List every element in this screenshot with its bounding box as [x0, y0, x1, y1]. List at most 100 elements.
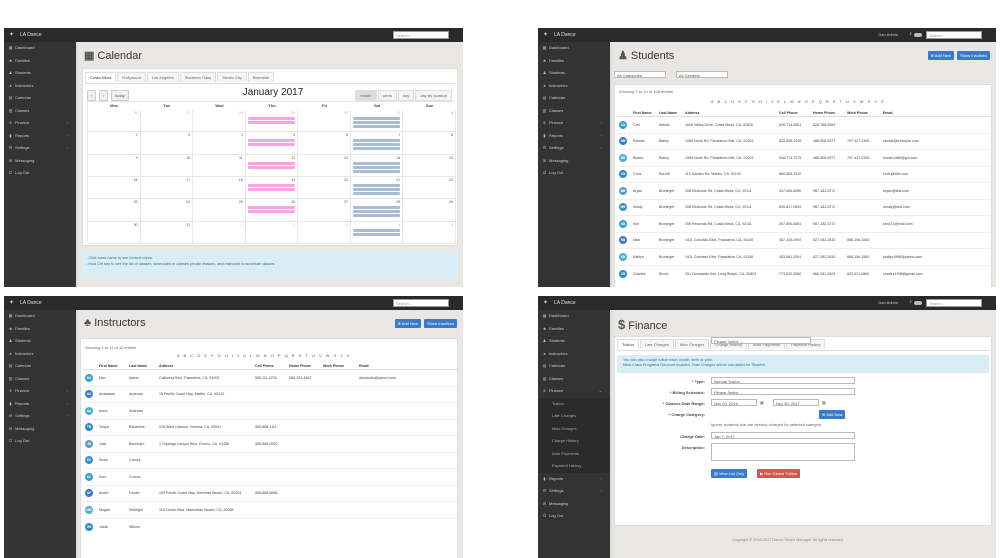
table-row[interactable]: KC Kem Cuomo [83, 468, 457, 485]
date-to-input[interactable]: Nov 30, 2017 [773, 399, 819, 406]
calendar-icon[interactable]: ▦ [822, 400, 826, 405]
class-event[interactable] [247, 121, 296, 124]
alphabet-filter[interactable]: A B C D E F G H I J K L M N O P Q R S T … [711, 99, 886, 104]
sidebar-subitem[interactable]: Payment History [538, 460, 610, 473]
class-event[interactable] [352, 192, 401, 195]
sidebar-item-settings[interactable]: ⚙ Settings ‹ [4, 410, 76, 423]
class-event[interactable] [247, 143, 296, 147]
sidebar-item-classes[interactable]: ▥ Classes [538, 373, 610, 386]
class-event[interactable] [352, 228, 401, 232]
table-row[interactable]: AA Anastasia Andrews 15 Pacific Coast Hwy, … [83, 385, 457, 403]
sidebar-item-finance[interactable]: $ Finance ‹ [538, 117, 610, 130]
sidebar-item-reports[interactable]: ▮ Reports ‹ [538, 473, 610, 486]
description-textarea[interactable] [711, 443, 855, 461]
sidebar-subitem[interactable]: Tuition [538, 397, 610, 410]
sidebar-item-instructors[interactable]: ♠ Instructors [538, 80, 610, 93]
sidebar-item-log-out[interactable]: ⏻ Log Out [538, 510, 610, 523]
view-button[interactable]: day by location [415, 90, 452, 101]
calendar-day-cell[interactable]: 1 [403, 110, 456, 133]
tab-location[interactable]: Studio City [217, 72, 247, 82]
calendar-day-cell[interactable]: 27 [140, 110, 194, 133]
view-button[interactable]: day [397, 90, 415, 101]
sidebar-item-dashboard[interactable]: ▦ Dashboard [538, 42, 610, 55]
sidebar-item-students[interactable]: ♟ Students [4, 335, 76, 348]
type-select[interactable]: Normal Tuition [711, 377, 855, 384]
sidebar-item-reports[interactable]: ▮ Reports ‹ [4, 130, 76, 143]
calendar-day-cell[interactable]: 17 [140, 177, 194, 200]
calendar-day-cell[interactable]: 24 [140, 199, 194, 222]
avatar[interactable]: MB [619, 203, 627, 212]
calendar-day-cell[interactable]: 29 [245, 110, 299, 133]
calendar-day-cell[interactable]: 4 [193, 132, 246, 155]
calendar-day-cell[interactable]: 12 [245, 154, 299, 177]
tab-location[interactable]: Los Angeles [146, 72, 179, 82]
table-row[interactable]: DA Dan Admin California Blvd, Pasadena, CA,… [83, 369, 457, 386]
today-button[interactable]: today [111, 90, 129, 101]
avatar[interactable]: CA [619, 120, 627, 129]
calendar-day-cell[interactable]: 2 [88, 132, 141, 155]
sidebar-item-log-out[interactable]: ⏻ Log Out [4, 435, 76, 448]
table-row[interactable]: KB Kim Broninger 208 Redondo Rd, Costa Mesa… [617, 215, 991, 232]
sidebar-subitem[interactable]: Auto Payments [538, 447, 610, 460]
search-input[interactable]: Search... [926, 31, 982, 39]
ignore-charged-option[interactable]: Ignore students that are already charged… [711, 422, 822, 427]
calendar-day-cell[interactable]: 1 [193, 221, 246, 244]
sidebar-item-log-out[interactable]: ⏻ Log Out [538, 167, 610, 180]
sidebar-item-families[interactable]: ♣ Families [4, 55, 76, 68]
calendar-day-cell[interactable]: 29 [403, 199, 456, 222]
class-event[interactable] [247, 161, 296, 165]
avatar[interactable]: NB [619, 236, 627, 245]
table-row[interactable]: MB Mindy Broninger 208 Redondo Rd, Costa Me… [617, 198, 991, 216]
calendar-day-cell[interactable]: 10 [140, 154, 194, 177]
tab-location[interactable]: Sherman Oaks [179, 72, 217, 82]
sidebar-item-reports[interactable]: ▮ Reports ‹ [538, 130, 610, 143]
class-event[interactable] [247, 188, 296, 191]
class-event[interactable] [352, 139, 401, 143]
calendar-day-cell[interactable]: 26 [245, 199, 299, 222]
table-row[interactable]: CB Chris Bertoff 113 Garden Rd, Malibu, CA,… [617, 165, 991, 183]
sidebar-item-finance[interactable]: $ Finance ⌄ [538, 385, 610, 398]
prev-button[interactable]: ‹ [87, 90, 97, 101]
calendar-day-cell[interactable]: 13 [298, 154, 351, 177]
sidebar-subitem[interactable]: Late Charges [538, 410, 610, 423]
tab-location[interactable]: Hollywood [117, 72, 146, 82]
sidebar-item-families[interactable]: ♣ Families [538, 323, 610, 336]
class-event[interactable] [247, 184, 296, 187]
calendar-day-cell[interactable]: 5 [245, 132, 299, 155]
tab-finance[interactable]: Misc Charges [674, 339, 710, 349]
sidebar-item-families[interactable]: ♣ Families [538, 55, 610, 68]
class-event[interactable] [352, 232, 401, 236]
calendar-day-cell[interactable]: 26 [88, 110, 141, 133]
calendar-day-cell[interactable]: 31 [350, 110, 404, 133]
next-button[interactable]: › [99, 90, 109, 101]
sidebar-item-dashboard[interactable]: ▦ Dashboard [538, 310, 610, 323]
table-row[interactable]: AA Anna Andrews [83, 402, 457, 419]
sidebar-item-instructors[interactable]: ♠ Instructors [4, 348, 76, 361]
charge-category-select[interactable]: Please Select ... [711, 337, 811, 344]
calendar-day-cell[interactable]: 3 [140, 132, 194, 155]
calendar-day-cell[interactable]: 28 [193, 110, 246, 133]
class-event[interactable] [352, 165, 401, 169]
calendar-day-cell[interactable]: 30 [298, 110, 351, 133]
tab-finance[interactable]: Tuition [617, 339, 639, 349]
avatar[interactable]: JW [85, 522, 93, 531]
sidebar-item-finance[interactable]: $ Finance ‹ [4, 385, 76, 398]
add-new-button[interactable]: ⊕ Add New [927, 51, 954, 60]
user-menu[interactable]: Dan Admin [878, 300, 898, 305]
table-row[interactable]: BB Bryan Broninger 208 Redondo Rd, Costa Me… [617, 182, 991, 199]
tab-location[interactable]: Costa Mesa [85, 72, 117, 82]
search-input[interactable]: Search... [393, 299, 449, 307]
table-row[interactable]: JB Julie Bonnham 1 Topanga Canyon Blvd, Enc… [83, 435, 457, 452]
calendar-day-cell[interactable]: 6 [298, 132, 351, 155]
sidebar-item-classes[interactable]: ▥ Classes [4, 373, 76, 386]
alphabet-filter[interactable]: A B C D E F G H I J K L M N O P Q R S T … [177, 353, 352, 358]
class-event[interactable] [247, 210, 296, 214]
table-row[interactable]: JW Justin Wilson [83, 517, 457, 535]
avatar[interactable]: JB [85, 439, 93, 448]
tab-finance[interactable]: Late Charges [639, 339, 674, 349]
table-row[interactable]: RB Randal Bailey 1555 North Rd, Pasadena Hi… [617, 132, 991, 150]
sidebar-item-messaging[interactable]: ✉ Messaging [4, 423, 76, 436]
table-row[interactable]: MM Megan Midnight 118 Ocean Blvd, Manhattan… [83, 501, 457, 518]
sidebar-item-students[interactable]: ♟ Students [538, 335, 610, 348]
sidebar-item-settings[interactable]: ⚙ Settings ‹ [4, 142, 76, 155]
